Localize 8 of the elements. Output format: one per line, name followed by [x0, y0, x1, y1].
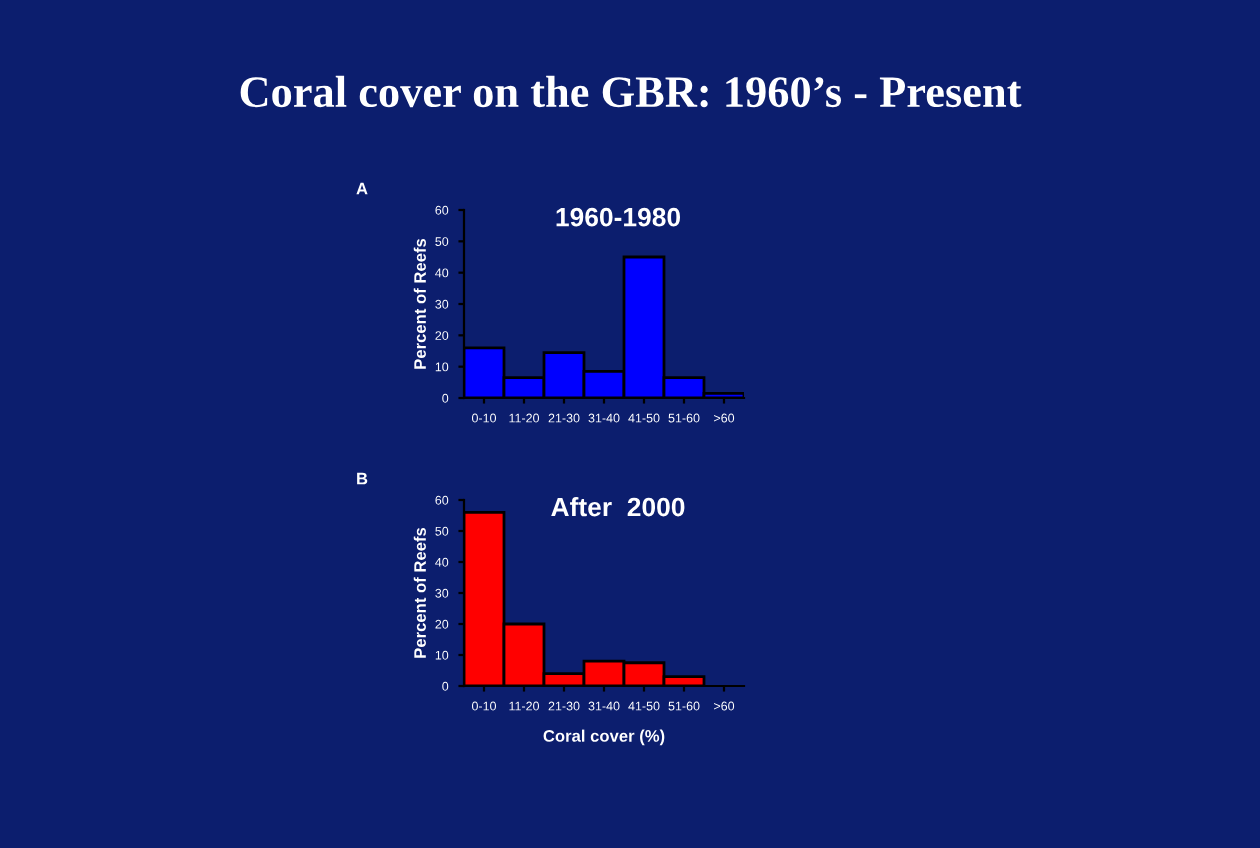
- chart-title: 1960-1980: [556, 207, 681, 227]
- x-axis-title: Coral cover (%): [543, 729, 665, 746]
- text: Coral cover on the GBR: 1960’s - Present: [240, 75, 1022, 108]
- text: A: [356, 182, 368, 195]
- text: B: [357, 472, 368, 485]
- y-axis-title: Percent of Reefs: [413, 238, 426, 369]
- y-axis-title: Percent of Reefs: [413, 527, 426, 658]
- chart-title: After 2000: [551, 497, 685, 517]
